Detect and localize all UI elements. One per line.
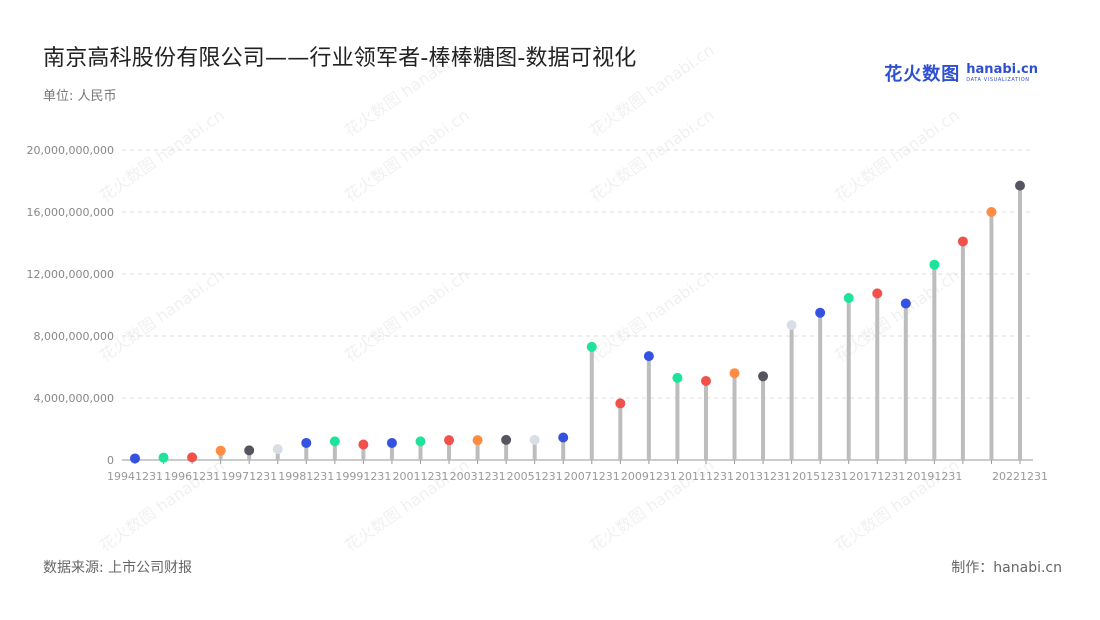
lollipop-dot <box>672 372 683 383</box>
x-axis: 19941231 19961231 19971231 19981231 19991231… <box>107 459 1048 483</box>
y-tick-label: 16,000,000,000 <box>27 206 114 219</box>
lollipop-dot <box>501 434 512 445</box>
brand-logo-sub: DATA VISUALIZATION <box>966 77 1030 83</box>
x-tick-label: 20131231 <box>735 470 791 483</box>
x-tick-label: 19981231 <box>278 470 334 483</box>
lollipop-dot <box>643 351 654 362</box>
watermark-text: 花火数图 hanabi.cn <box>341 265 473 365</box>
x-tick-label: 20051231 <box>507 470 563 483</box>
lollipop-sticks <box>133 185 1022 460</box>
lollipop-dot <box>815 307 826 318</box>
y-tick-label: 20,000,000,000 <box>27 144 114 157</box>
x-tick-label: 20071231 <box>564 470 620 483</box>
watermark-text: 花火数图 hanabi.cn <box>831 265 963 365</box>
lollipop-dot <box>386 437 397 448</box>
lollipop-dot <box>586 341 597 352</box>
lollipop-dots <box>130 180 1025 464</box>
y-tick-label: 8,000,000,000 <box>34 330 114 343</box>
lollipop-dot <box>1015 180 1025 191</box>
y-tick-label: 12,000,000,000 <box>27 268 114 281</box>
credit-label: 制作：hanabi.cn <box>951 560 1062 576</box>
lollipop-dot <box>158 452 169 463</box>
lollipop-dot <box>444 435 455 446</box>
lollipop-dot <box>957 236 968 247</box>
x-tick-label: 19991231 <box>335 470 391 483</box>
lollipop-dot <box>472 435 483 446</box>
x-tick-label: 19961231 <box>164 470 220 483</box>
lollipop-dot <box>215 445 226 456</box>
data-source-label: 数据来源: 上市公司财报 <box>43 560 193 576</box>
grid-lines <box>122 149 1033 399</box>
brand-logo-cn: 花火数图 <box>884 64 961 85</box>
x-tick-label: 20011231 <box>392 470 448 483</box>
y-tick-label: 0 <box>107 454 114 467</box>
lollipop-dot <box>329 436 340 447</box>
x-tick-label: 20151231 <box>792 470 848 483</box>
watermark-text: 花火数图 hanabi.cn <box>586 265 718 365</box>
lollipop-dot <box>301 437 312 448</box>
x-tick-label: 20091231 <box>621 470 677 483</box>
brand-logo-en-block: hanabi.cn DATA VISUALIZATION <box>966 63 1038 83</box>
lollipop-dot <box>929 259 940 270</box>
lollipop-dot <box>729 368 740 379</box>
lollipop-dot <box>786 320 797 331</box>
lollipop-dot <box>843 293 854 304</box>
watermark-text: 花火数图 hanabi.cn <box>831 105 963 205</box>
watermark-text: 花火数图 hanabi.cn <box>96 105 228 205</box>
x-tick-label: 20221231 <box>992 470 1048 483</box>
lollipop-dot <box>244 445 255 456</box>
unit-label: 单位: 人民币 <box>43 89 117 104</box>
lollipop-dot <box>187 452 198 463</box>
y-axis: 0 4,000,000,000 8,000,000,000 12,000,000,00… <box>27 144 114 467</box>
x-tick-label: 20111231 <box>678 470 734 483</box>
lollipop-dot <box>558 432 569 443</box>
lollipop-dot <box>529 434 540 445</box>
x-tick-label: 19941231 <box>107 470 163 483</box>
watermark-text: 花火数图 hanabi.cn <box>96 265 228 365</box>
lollipop-dot <box>700 375 711 386</box>
lollipop-dot <box>900 298 911 309</box>
lollipop-dot <box>415 436 426 447</box>
lollipop-dot <box>272 444 283 455</box>
lollipop-dot <box>872 288 883 299</box>
lollipop-dot <box>130 453 140 464</box>
lollipop-dot <box>358 439 369 450</box>
lollipop-dot <box>758 371 769 382</box>
chart-title: 南京高科股份有限公司——行业领军者-棒棒糖图-数据可视化 <box>43 46 637 71</box>
brand-logo-en: hanabi.cn <box>966 62 1038 77</box>
y-tick-label: 4,000,000,000 <box>34 392 114 405</box>
lollipop-dot <box>986 207 997 217</box>
x-tick-label: 20171231 <box>849 470 905 483</box>
lollipop-dot <box>615 398 626 409</box>
x-tick-label: 19971231 <box>221 470 277 483</box>
x-tick-label: 20031231 <box>450 470 506 483</box>
x-tick-label: 20191231 <box>906 470 962 483</box>
brand-logo: 花火数图 hanabi.cn DATA VISUALIZATION <box>884 60 1038 86</box>
